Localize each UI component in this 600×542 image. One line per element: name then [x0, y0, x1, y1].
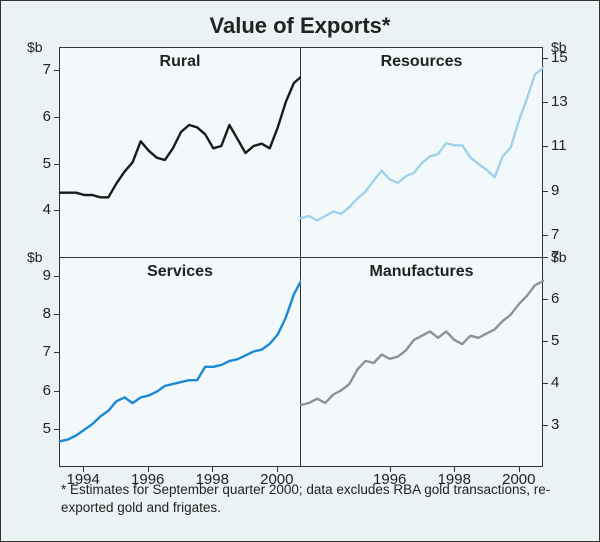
- axis-tick: 7: [11, 61, 51, 78]
- line-rural: [60, 48, 300, 257]
- tick-mark: [543, 191, 548, 192]
- tick-mark: [277, 467, 278, 472]
- tick-mark: [543, 146, 548, 147]
- tick-mark: [54, 352, 59, 353]
- axis-tick: 5: [551, 332, 559, 349]
- tick-mark: [54, 429, 59, 430]
- tick-mark: [543, 257, 548, 258]
- tick-mark: [54, 117, 59, 118]
- axis-tick: $b: [27, 249, 43, 265]
- line-manufactures: [301, 258, 542, 466]
- tick-mark: [83, 467, 84, 472]
- tick-mark: [543, 299, 548, 300]
- tick-mark: [519, 467, 520, 472]
- axis-tick: 7: [551, 248, 559, 265]
- line-services: [60, 258, 300, 466]
- footnote: * Estimates for September quarter 2000; …: [61, 481, 559, 517]
- panel-resources: Resources: [301, 47, 543, 257]
- tick-mark: [54, 70, 59, 71]
- axis-tick: 9: [551, 182, 559, 199]
- axis-tick: 11: [551, 137, 567, 154]
- tick-mark: [543, 58, 548, 59]
- tick-mark: [54, 314, 59, 315]
- axis-tick: 3: [551, 416, 559, 433]
- axis-tick: 6: [11, 382, 51, 399]
- axis-tick: 7: [551, 226, 559, 243]
- tick-mark: [543, 235, 548, 236]
- tick-mark: [54, 276, 59, 277]
- tick-mark: [543, 341, 548, 342]
- axis-tick: 4: [551, 374, 559, 391]
- tick-mark: [54, 164, 59, 165]
- tick-mark: [543, 425, 548, 426]
- axis-tick: $b: [27, 39, 43, 55]
- axis-tick: 6: [11, 108, 51, 125]
- tick-mark: [390, 467, 391, 472]
- axis-tick: 5: [11, 420, 51, 437]
- chart-title: Value of Exports*: [1, 1, 599, 39]
- tick-mark: [543, 383, 548, 384]
- axis-tick: 7: [11, 343, 51, 360]
- panel-rural: Rural: [59, 47, 301, 257]
- tick-mark: [212, 467, 213, 472]
- tick-mark: [54, 210, 59, 211]
- axis-tick: 4: [11, 201, 51, 218]
- axis-tick: 13: [551, 93, 568, 110]
- panel-services: Services: [59, 257, 301, 467]
- tick-mark: [54, 391, 59, 392]
- axis-tick: 8: [11, 305, 51, 322]
- tick-mark: [543, 102, 548, 103]
- line-resources: [301, 48, 542, 257]
- axis-tick: 6: [551, 290, 559, 307]
- axis-tick: 5: [11, 155, 51, 172]
- axis-tick: 15: [551, 49, 568, 66]
- chart-grid: Rural Resources Services Manufactures $b…: [59, 47, 543, 467]
- panel-manufactures: Manufactures: [301, 257, 543, 467]
- tick-mark: [454, 467, 455, 472]
- tick-mark: [148, 467, 149, 472]
- axis-tick: 9: [11, 267, 51, 284]
